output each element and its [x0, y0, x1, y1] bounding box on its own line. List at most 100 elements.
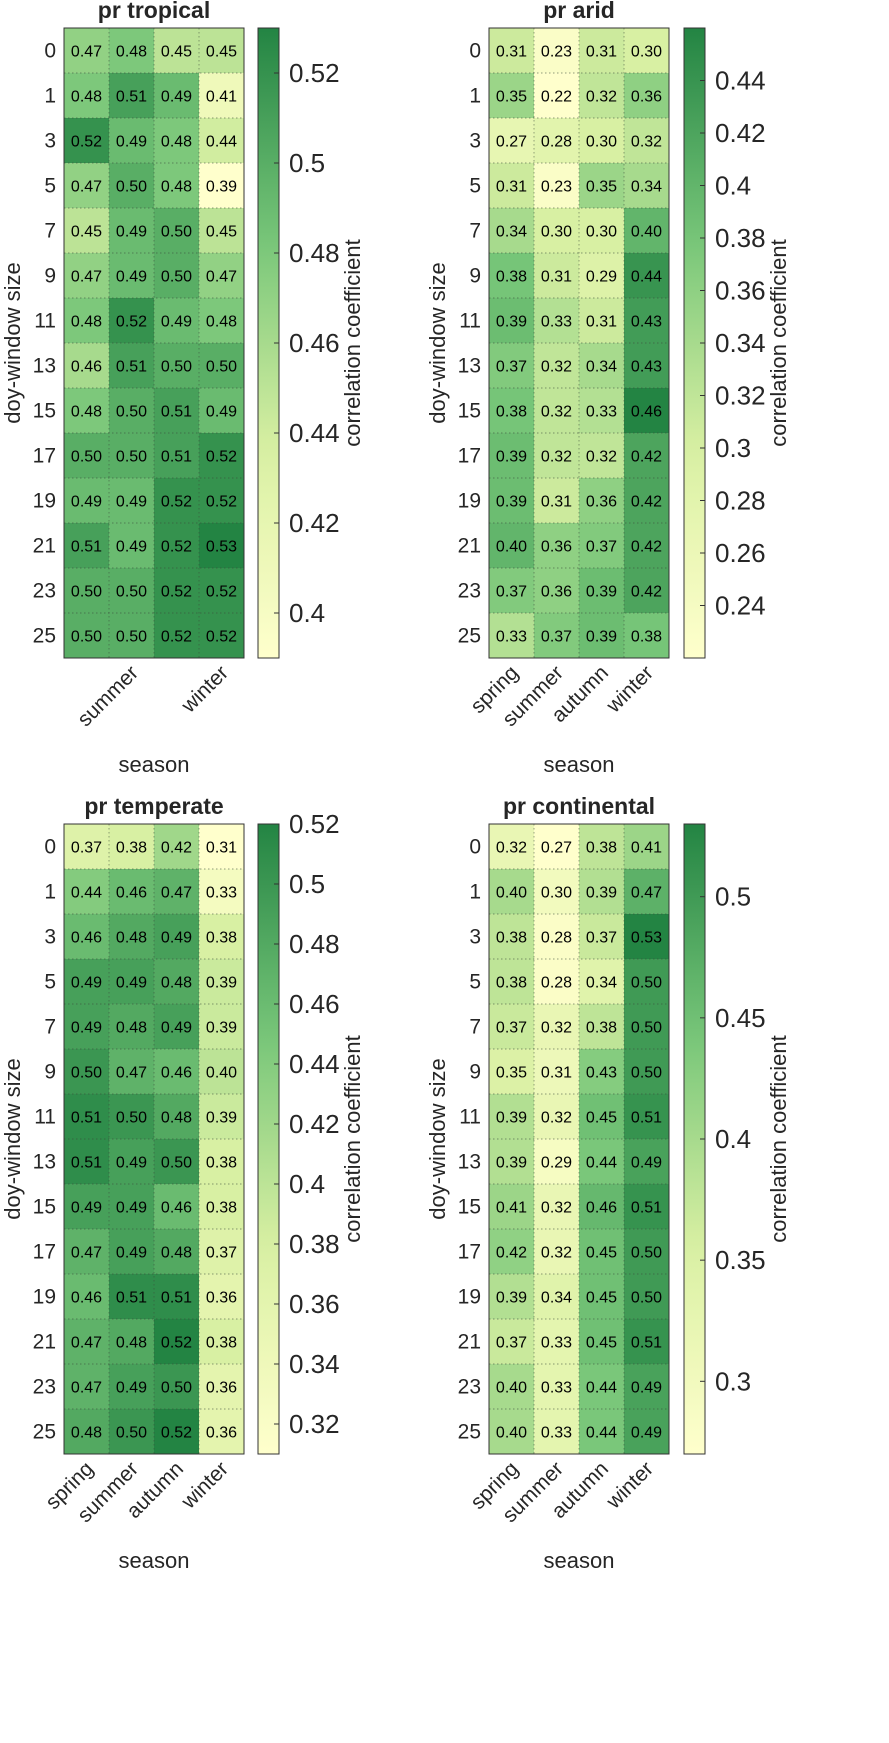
heatmap-cell — [624, 433, 670, 479]
cell-value-label: 0.49 — [631, 1425, 662, 1442]
heatmap-cell — [109, 28, 155, 74]
cell-value-label: 0.34 — [586, 359, 617, 376]
cell-value-label: 0.37 — [496, 1020, 527, 1037]
heatmap-cell — [199, 163, 245, 209]
cell-value-label: 0.37 — [71, 840, 102, 857]
heatmap-cell — [109, 478, 155, 524]
cell-value-label: 0.50 — [116, 629, 147, 646]
heatmap-cell — [109, 118, 155, 164]
cell-value-label: 0.31 — [541, 494, 572, 511]
y-tick-label: 25 — [33, 1421, 56, 1444]
heatmap-cell — [64, 388, 110, 434]
cell-value-label: 0.51 — [161, 404, 192, 421]
heatmap-cell — [489, 163, 535, 209]
heatmap-cell — [154, 1004, 200, 1050]
heatmap-cell — [109, 163, 155, 209]
cell-value-label: 0.41 — [496, 1200, 527, 1217]
heatmap-cell — [624, 1139, 670, 1185]
colorbar-tick-label: 0.44 — [289, 418, 340, 448]
heatmap-cell — [489, 1139, 535, 1185]
cell-value-label: 0.39 — [206, 179, 237, 196]
cell-value-label: 0.36 — [206, 1380, 237, 1397]
cell-value-label: 0.33 — [541, 1425, 572, 1442]
heatmap-cell — [109, 568, 155, 614]
cell-value-label: 0.31 — [586, 314, 617, 331]
cell-value-label: 0.49 — [116, 494, 147, 511]
cell-value-label: 0.46 — [161, 1065, 192, 1082]
colorbar-tick-label: 0.52 — [289, 58, 340, 88]
heatmap-cell — [64, 1364, 110, 1410]
heatmap-cell — [489, 28, 535, 74]
cell-value-label: 0.47 — [206, 269, 237, 286]
cell-value-label: 0.42 — [161, 840, 192, 857]
heatmap-cell — [489, 1409, 535, 1455]
cell-value-label: 0.47 — [71, 1380, 102, 1397]
heatmap-cell — [489, 914, 535, 960]
heatmap-cell — [579, 253, 625, 299]
heatmap-cell — [534, 478, 580, 524]
colorbar-tick-label: 0.34 — [289, 1349, 340, 1379]
heatmap-cell — [624, 914, 670, 960]
cell-value-label: 0.51 — [161, 449, 192, 466]
heatmap-cell — [199, 869, 245, 915]
y-tick-label: 19 — [33, 490, 56, 513]
y-tick-label: 7 — [469, 220, 481, 243]
heatmap-cell — [579, 28, 625, 74]
heatmap-cell — [624, 1364, 670, 1410]
cell-value-label: 0.31 — [541, 269, 572, 286]
cell-value-label: 0.39 — [496, 449, 527, 466]
cell-value-label: 0.33 — [206, 885, 237, 902]
heatmap-cell — [154, 163, 200, 209]
heatmap-cell — [534, 523, 580, 569]
y-tick-label: 13 — [33, 1151, 56, 1174]
y-tick-label: 17 — [33, 445, 56, 468]
x-axis-label: season — [119, 752, 190, 777]
cell-value-label: 0.50 — [116, 449, 147, 466]
y-tick-label: 7 — [44, 1016, 56, 1039]
colorbar-tick-label: 0.42 — [289, 1109, 340, 1139]
colorbar-label: correlation coefficient — [340, 239, 365, 447]
heatmap-cell — [534, 118, 580, 164]
cell-value-label: 0.43 — [586, 1065, 617, 1082]
cell-value-label: 0.44 — [586, 1155, 617, 1172]
heatmap-cell — [199, 1004, 245, 1050]
cell-value-label: 0.31 — [496, 179, 527, 196]
heatmap-cell — [579, 208, 625, 254]
cell-value-label: 0.49 — [116, 975, 147, 992]
cell-value-label: 0.32 — [586, 449, 617, 466]
cell-value-label: 0.46 — [71, 359, 102, 376]
heatmap-cell — [489, 824, 535, 870]
cell-value-label: 0.48 — [116, 1335, 147, 1352]
heatmap-cell — [154, 73, 200, 119]
cell-value-label: 0.33 — [586, 404, 617, 421]
heatmap-cell — [199, 1274, 245, 1320]
heatmap-cell — [534, 1364, 580, 1410]
cell-value-label: 0.33 — [541, 1335, 572, 1352]
cell-value-label: 0.37 — [586, 539, 617, 556]
y-tick-label: 15 — [458, 400, 481, 423]
heatmap-cell — [534, 163, 580, 209]
heatmap-cell — [579, 824, 625, 870]
y-tick-label: 3 — [44, 926, 56, 949]
y-tick-label: 13 — [458, 355, 481, 378]
heatmap-cell — [489, 1274, 535, 1320]
y-tick-label: 25 — [33, 625, 56, 648]
heatmap-cell — [199, 1139, 245, 1185]
cell-value-label: 0.49 — [116, 1380, 147, 1397]
heatmap-cell — [199, 1094, 245, 1140]
heatmap-cell — [579, 118, 625, 164]
heatmap-cell — [624, 208, 670, 254]
y-tick-label: 17 — [458, 445, 481, 468]
cell-value-label: 0.32 — [496, 840, 527, 857]
cell-value-label: 0.34 — [496, 224, 527, 241]
cell-value-label: 0.37 — [586, 930, 617, 947]
cell-value-label: 0.32 — [541, 449, 572, 466]
cell-value-label: 0.48 — [161, 975, 192, 992]
cell-value-label: 0.51 — [161, 1290, 192, 1307]
heatmap-cell — [579, 388, 625, 434]
y-tick-label: 3 — [469, 130, 481, 153]
heatmap-cell — [489, 208, 535, 254]
cell-value-label: 0.49 — [161, 89, 192, 106]
cell-value-label: 0.48 — [161, 1110, 192, 1127]
heatmap-cell — [579, 1184, 625, 1230]
